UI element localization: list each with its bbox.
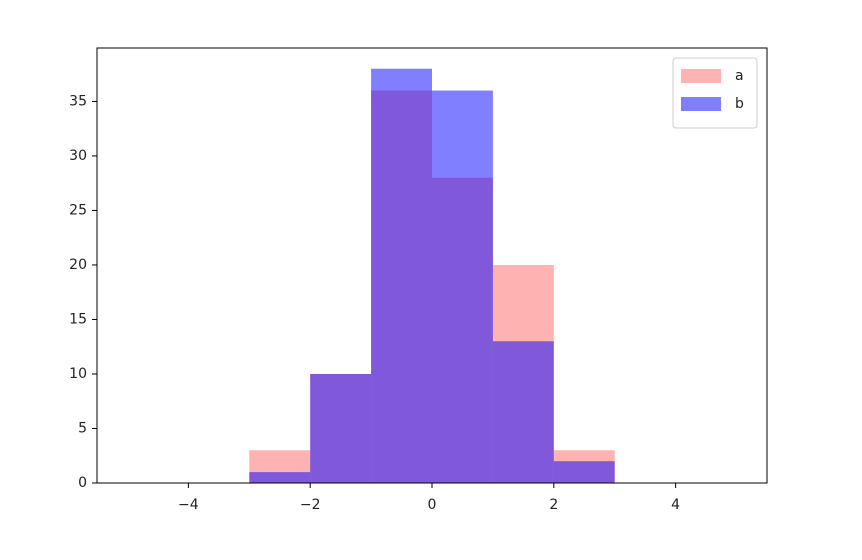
legend: ab — [672, 57, 758, 129]
legend-swatch — [681, 97, 721, 111]
y-tick-label: 25 — [69, 202, 87, 218]
y-tick-label: 20 — [69, 257, 87, 273]
x-tick-label: 2 — [549, 497, 558, 513]
histogram-bar — [310, 373, 372, 483]
x-tick-label: −4 — [178, 497, 199, 513]
y-tick-label: 15 — [69, 311, 87, 327]
x-tick-label: 0 — [428, 497, 437, 513]
x-tick-label: −2 — [300, 497, 321, 513]
x-tick-label: 4 — [671, 497, 680, 513]
y-tick-label: 0 — [78, 475, 87, 491]
y-tick-label: 30 — [69, 148, 87, 164]
histogram-bar — [371, 68, 432, 483]
y-tick-label: 35 — [69, 93, 87, 109]
histogram-bar — [492, 341, 554, 483]
histogram-bar — [553, 461, 615, 483]
legend-label: a — [735, 68, 744, 84]
y-tick-label: 5 — [78, 420, 87, 436]
legend-swatch — [681, 69, 721, 83]
y-tick-label: 10 — [69, 366, 87, 382]
legend-label: b — [735, 96, 744, 112]
histogram-bar — [249, 472, 311, 483]
histogram-bar — [432, 90, 493, 483]
legend-frame — [672, 57, 758, 129]
